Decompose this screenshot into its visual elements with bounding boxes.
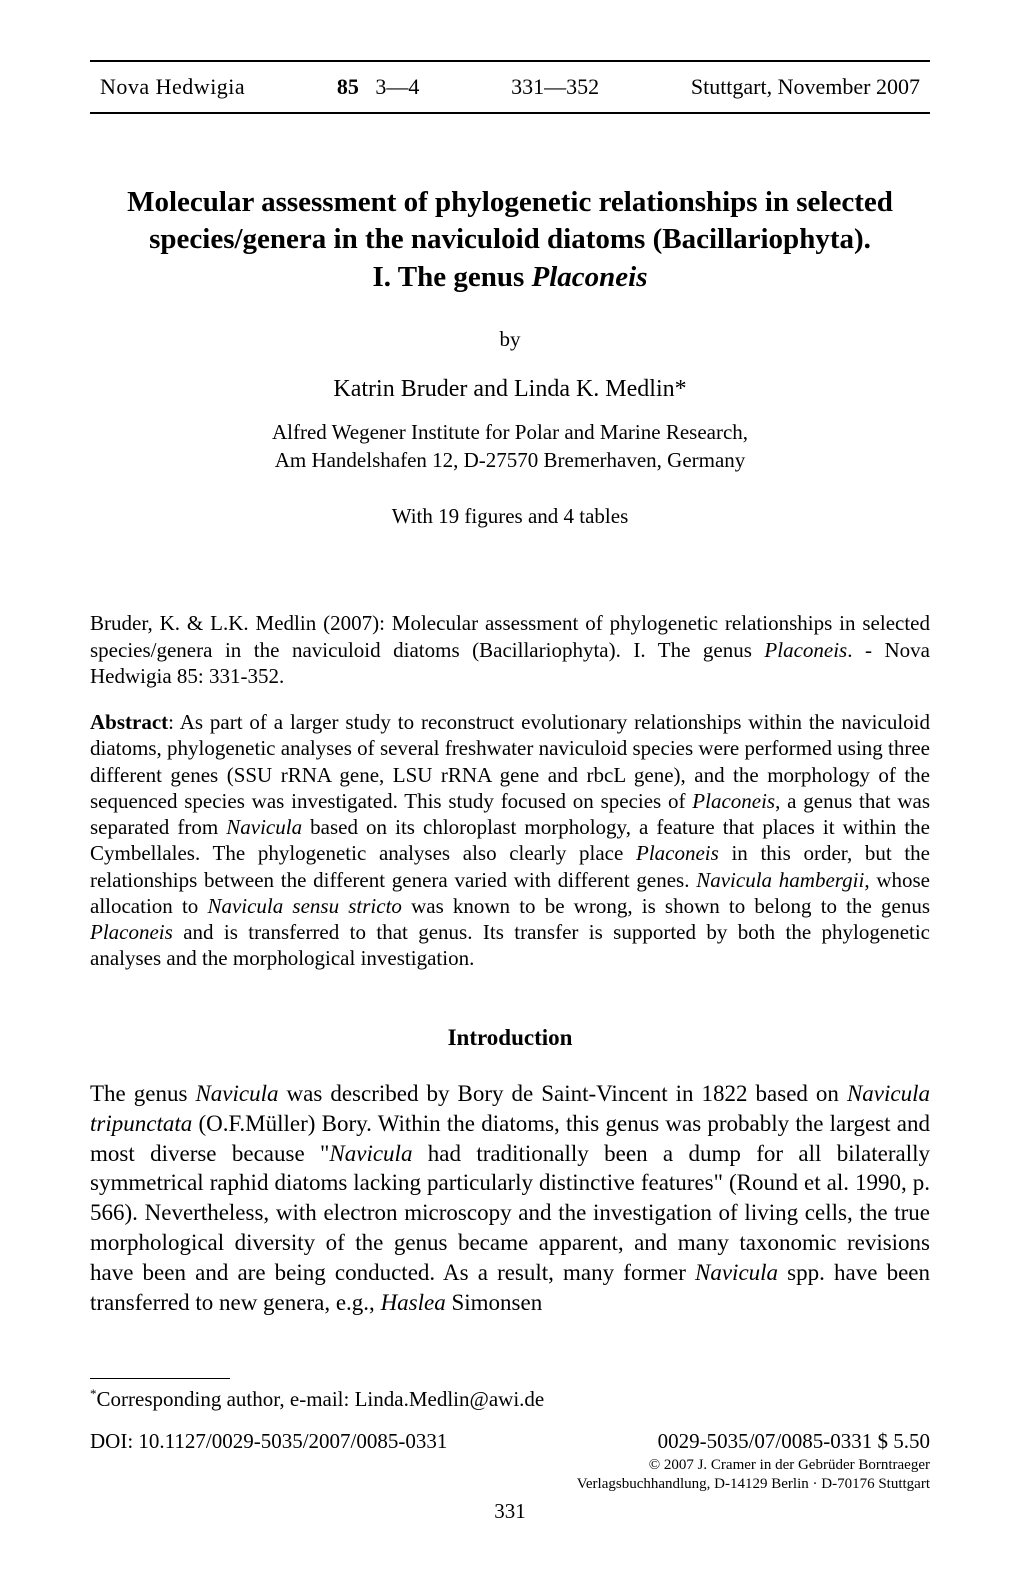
abstract-p1: Placoneis (692, 789, 775, 813)
title-block: Molecular assessment of phylogenetic rel… (90, 184, 930, 531)
abstract-p9: Navicula sensu stricto (207, 894, 401, 918)
article-title: Molecular assessment of phylogenetic rel… (90, 184, 930, 297)
abstract-p7: Navicula hambergii (696, 868, 864, 892)
affiliation-line2: Am Handelshafen 12, D-27570 Bremerhaven,… (275, 448, 746, 472)
affiliation: Alfred Wegener Institute for Polar and M… (90, 419, 930, 474)
body-p5: Navicula (329, 1141, 412, 1166)
abstract-label: Abstract (90, 710, 168, 734)
abstract-p10: was known to be wrong, is shown to belon… (402, 894, 930, 918)
introduction-paragraph: The genus Navicula was described by Bory… (90, 1079, 930, 1318)
affiliation-line1: Alfred Wegener Institute for Polar and M… (272, 420, 748, 444)
page-number: 331 (90, 1497, 930, 1525)
figures-note: With 19 figures and 4 tables (90, 502, 930, 530)
volume-issue: 85 3—4 (337, 72, 420, 102)
section-heading-introduction: Introduction (90, 1022, 930, 1053)
copyright-block: © 2007 J. Cramer in der Gebrüder Borntra… (577, 1456, 930, 1495)
copyright-line2: Verlagsbuchhandlung, D-14129 Berlin · D-… (577, 1476, 930, 1492)
corresponding-author-footnote: *Corresponding author, e-mail: Linda.Med… (90, 1385, 930, 1413)
body-p0: The genus (90, 1081, 195, 1106)
body-p1: Navicula (195, 1081, 278, 1106)
title-genus: Placoneis (532, 261, 648, 293)
abstract-p3: Navicula (226, 815, 302, 839)
issue: 3—4 (375, 74, 419, 99)
body-p10: Simonsen (446, 1290, 542, 1315)
journal-name: Nova Hedwigia (100, 72, 245, 102)
citation: Bruder, K. & L.K. Medlin (2007): Molecul… (90, 610, 930, 689)
body-p7: Navicula (695, 1260, 778, 1285)
running-header: Nova Hedwigia 85 3—4 331—352 Stuttgart, … (90, 62, 930, 112)
body-p9: Haslea (381, 1290, 446, 1315)
doi: DOI: 10.1127/0029-5035/2007/0085-0331 (90, 1427, 447, 1455)
title-line2-prefix: I. The genus (372, 261, 531, 293)
location-date: Stuttgart, November 2007 (691, 72, 920, 102)
body-p2: was described by Bory de Saint-Vincent i… (279, 1081, 847, 1106)
page-range: 331—352 (511, 72, 599, 102)
footnote-rule (90, 1378, 230, 1379)
footnote-text: Corresponding author, e-mail: Linda.Medl… (97, 1387, 545, 1411)
copyright-line1: © 2007 J. Cramer in der Gebrüder Borntra… (649, 1457, 930, 1473)
abstract-p5: Placoneis (636, 841, 719, 865)
title-line1: Molecular assessment of phylogenetic rel… (127, 186, 893, 256)
abstract-p12: and is transferred to that genus. Its tr… (90, 920, 930, 970)
issn-price: 0029-5035/07/0085-0331 $ 5.50 (658, 1429, 930, 1453)
abstract: Abstract: As part of a larger study to r… (90, 709, 930, 972)
authors: Katrin Bruder and Linda K. Medlin* (90, 373, 930, 405)
doi-issn-line: DOI: 10.1127/0029-5035/2007/0085-0331 00… (90, 1427, 930, 1494)
by-label: by (90, 325, 930, 353)
citation-genus: Placoneis (764, 638, 847, 662)
bottom-rule (90, 112, 930, 114)
volume: 85 (337, 74, 359, 99)
abstract-p11: Placoneis (90, 920, 173, 944)
